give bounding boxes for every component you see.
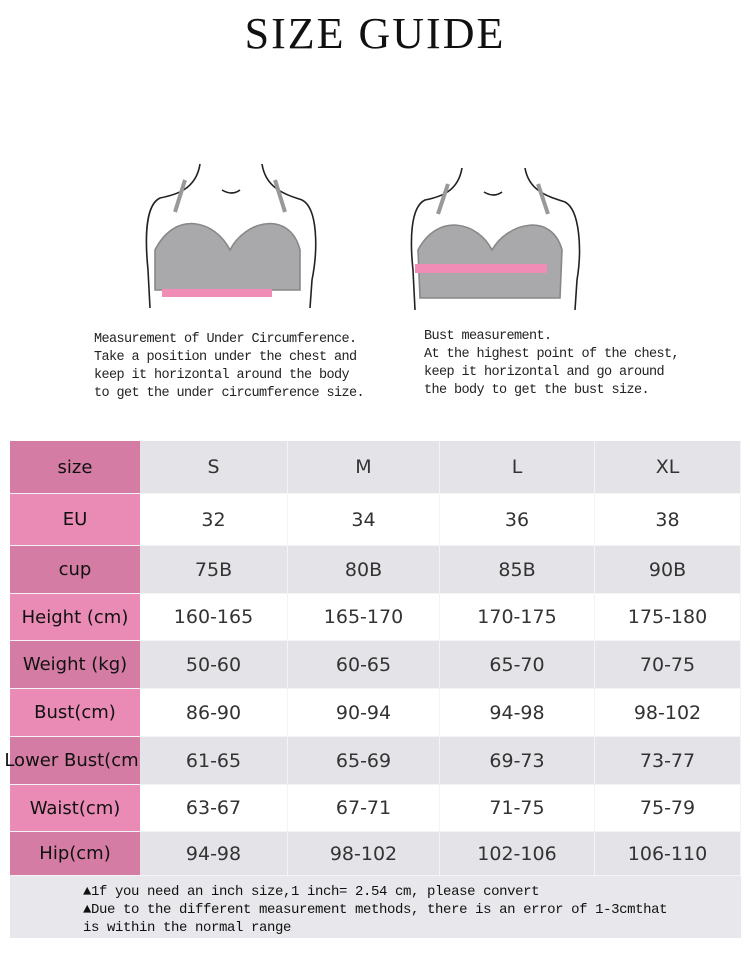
caption-line: Take a position under the chest and: [94, 350, 357, 365]
figure-bust: [410, 167, 581, 311]
table-cell: 80B: [288, 546, 440, 594]
caption-line: to get the under circumference size.: [94, 386, 365, 401]
table-cell: 175-180: [595, 594, 741, 641]
table-cell: 50-60: [140, 641, 288, 689]
table-cell: 86-90: [140, 689, 288, 737]
caption-line: keep it horizontal and go around: [424, 365, 665, 380]
table-cell: 70-75: [595, 641, 741, 689]
table-cell: 98-102: [595, 689, 741, 737]
caption-line: the body to get the bust size.: [424, 383, 650, 398]
caption-line: keep it horizontal around the body: [94, 368, 350, 383]
table-cell: 38: [595, 494, 741, 546]
table-cell: 69-73: [440, 737, 595, 785]
title: SIZE GUIDE: [244, 9, 506, 58]
table-cell: 75B: [140, 546, 288, 594]
illustrations: [145, 163, 581, 311]
table-cell: 106-110: [595, 832, 741, 876]
row-header: Bust(cm): [10, 689, 140, 737]
table-cell: 94-98: [440, 689, 595, 737]
table-cell: S: [140, 441, 288, 494]
table-cell: 61-65: [140, 737, 288, 785]
table-cell: M: [288, 441, 440, 494]
row-header: Waist(cm): [10, 785, 140, 832]
caption-line: Bust measurement.: [424, 329, 552, 344]
row-header: Height (cm): [10, 594, 140, 641]
note: ▲1f you need an inch size,1 inch= 2.54 c…: [83, 884, 540, 900]
row-header: cup: [10, 546, 140, 594]
table-cell: 94-98: [140, 832, 288, 876]
row-header: size: [10, 441, 140, 494]
caption-line: Measurement of Under Circumference.: [94, 332, 357, 347]
table-cell: 63-67: [140, 785, 288, 832]
row-header: Weight (kg): [10, 641, 140, 689]
table-cell: 75-79: [595, 785, 741, 832]
table-cell: L: [440, 441, 595, 494]
table-cell: 165-170: [288, 594, 440, 641]
table-cell: 170-175: [440, 594, 595, 641]
table-cell: 67-71: [288, 785, 440, 832]
table-cell: 65-69: [288, 737, 440, 785]
table-cell: 32: [140, 494, 288, 546]
table-cell: 102-106: [440, 832, 595, 876]
row-header: Lower Bust(cm): [4, 737, 146, 785]
table-cell: 90-94: [288, 689, 440, 737]
table-cell: 160-165: [140, 594, 288, 641]
table-cell: 73-77: [595, 737, 741, 785]
table-cell: 71-75: [440, 785, 595, 832]
table-cell: 85B: [440, 546, 595, 594]
table-cell: XL: [595, 441, 741, 494]
row-header: Hip(cm): [10, 832, 140, 876]
table-cell: 34: [288, 494, 440, 546]
table-cell: 65-70: [440, 641, 595, 689]
table-cell: 60-65: [288, 641, 440, 689]
figure-under: [145, 163, 317, 309]
table-cell: 98-102: [288, 832, 440, 876]
table-cell: 36: [440, 494, 595, 546]
caption-line: At the highest point of the chest,: [424, 347, 680, 362]
row-header: EU: [10, 494, 140, 546]
note: ▲Due to the different measurement method…: [83, 902, 668, 918]
table-cell: 90B: [595, 546, 741, 594]
note: is within the normal range: [83, 920, 292, 936]
